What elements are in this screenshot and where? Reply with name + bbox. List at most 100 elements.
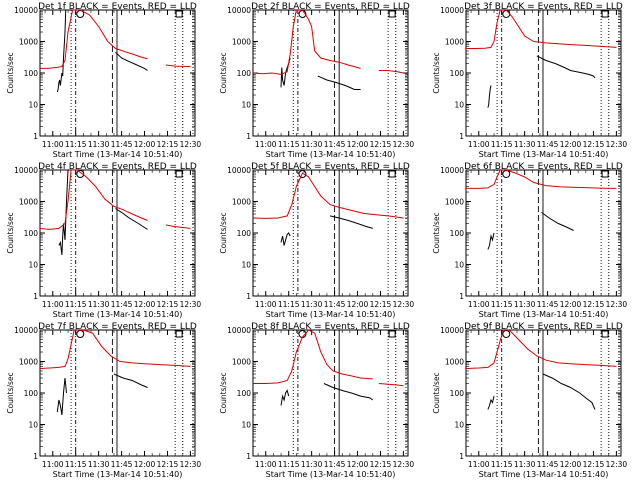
panel-det-4: Det 4f BLACK = Events, RED = LLD 1 10 100 10… xyxy=(6,162,201,319)
y-tick-label: 10 xyxy=(28,421,38,430)
y-tick-label: 1 xyxy=(246,292,251,301)
y-axis-label: Counts/sec xyxy=(432,212,441,253)
events-series-line xyxy=(56,377,67,416)
series-group xyxy=(466,330,617,410)
lld-series-line xyxy=(165,224,191,229)
panel-det-6: Det 6f BLACK = Events, RED = LLD 1 10 100 10… xyxy=(432,162,627,319)
events-series-line xyxy=(329,215,373,229)
x-axis-label: Start Time (13-Mar-14 10:51:40) xyxy=(266,470,396,479)
x-tick-label: 12:30 xyxy=(606,460,628,469)
y-tick-label: 1000 xyxy=(19,198,38,207)
y-tick-label: 100 xyxy=(237,229,252,238)
flag-circle-symbol xyxy=(298,170,307,178)
x-tick-label: 12:00 xyxy=(134,300,156,309)
x-tick-label: 11:15 xyxy=(491,460,513,469)
panel-det-7: Det 7f BLACK = Events, RED = LLD 1 10 100 10… xyxy=(6,322,201,479)
flag-square-symbol xyxy=(388,170,396,178)
x-tick-label: 11:45 xyxy=(111,140,133,149)
y-tick-label: 10 xyxy=(454,261,464,270)
y-axis-label: Counts/sec xyxy=(219,212,228,253)
y-axis-label: Counts/sec xyxy=(432,52,441,93)
x-tick-label: 11:45 xyxy=(111,460,133,469)
x-tick-label: 12:30 xyxy=(180,300,202,309)
y-tick-label: 100 xyxy=(24,389,39,398)
events-series-line xyxy=(487,232,495,250)
y-tick-label: 10000 xyxy=(227,6,251,15)
panel-title: Det 5f BLACK = Events, RED = LLD xyxy=(251,162,410,172)
x-tick-label: 12:30 xyxy=(606,300,628,309)
events-series-line xyxy=(113,373,148,388)
series-group xyxy=(466,10,617,108)
panel-det-9: Det 9f BLACK = Events, RED = LLD 1 10 100 10… xyxy=(432,322,627,479)
x-tick-label: 11:00 xyxy=(42,140,64,149)
flag-square-symbol xyxy=(175,170,183,178)
plot-frame xyxy=(465,169,622,297)
x-tick-label: 11:15 xyxy=(278,300,300,309)
lld-series-line xyxy=(40,330,191,369)
y-tick-label: 1 xyxy=(246,452,251,461)
y-tick-label: 1 xyxy=(459,452,464,461)
y-tick-label: 10 xyxy=(241,421,251,430)
x-tick-label: 11:15 xyxy=(491,300,513,309)
x-tick-label: 11:45 xyxy=(111,300,133,309)
y-tick-label: 1 xyxy=(459,132,464,141)
panel-title: Det 8f BLACK = Events, RED = LLD xyxy=(251,322,410,332)
lld-series-line xyxy=(466,170,617,189)
x-tick-label: 12:15 xyxy=(157,460,179,469)
y-axis-label: Counts/sec xyxy=(6,372,15,413)
y-tick-label: 1000 xyxy=(232,38,251,47)
y-tick-label: 1000 xyxy=(445,38,464,47)
x-tick-label: 12:15 xyxy=(583,140,605,149)
plot-frame xyxy=(252,169,409,297)
lld-series-line xyxy=(466,10,617,49)
y-tick-label: 1000 xyxy=(232,198,251,207)
x-tick-label: 12:30 xyxy=(606,140,628,149)
y-axis-label: Counts/sec xyxy=(6,52,15,93)
series-group xyxy=(40,10,191,93)
x-tick-label: 11:45 xyxy=(537,140,559,149)
x-tick-label: 12:15 xyxy=(370,460,392,469)
x-axis-label: Start Time (13-Mar-14 10:51:40) xyxy=(266,150,396,159)
x-tick-label: 11:00 xyxy=(42,460,64,469)
y-axis-label: Counts/sec xyxy=(6,212,15,253)
y-tick-label: 1 xyxy=(459,292,464,301)
y-tick-label: 1 xyxy=(33,452,38,461)
events-series-line xyxy=(536,55,596,79)
x-tick-label: 12:15 xyxy=(583,460,605,469)
series-group xyxy=(253,330,404,406)
y-tick-label: 100 xyxy=(450,229,465,238)
events-series-line xyxy=(280,389,290,406)
events-series-line xyxy=(542,373,596,410)
x-tick-label: 11:15 xyxy=(491,140,513,149)
x-tick-label: 11:30 xyxy=(514,300,536,309)
x-axis-label: Start Time (13-Mar-14 10:51:40) xyxy=(266,310,396,319)
y-tick-label: 10 xyxy=(454,101,464,110)
panel-title: Det 9f BLACK = Events, RED = LLD xyxy=(464,322,623,332)
y-tick-label: 10 xyxy=(241,101,251,110)
y-tick-label: 1 xyxy=(33,132,38,141)
events-series-line xyxy=(280,232,291,246)
events-series-line xyxy=(541,211,574,231)
series-group xyxy=(253,172,404,246)
plot-frame xyxy=(252,329,409,457)
y-tick-label: 1000 xyxy=(19,358,38,367)
flag-circle-symbol xyxy=(76,170,85,178)
panel-title: Det 1f BLACK = Events, RED = LLD xyxy=(38,2,197,12)
x-tick-label: 11:15 xyxy=(278,140,300,149)
x-tick-label: 11:00 xyxy=(255,460,277,469)
lld-series-line xyxy=(378,70,404,74)
x-tick-label: 12:00 xyxy=(347,140,369,149)
x-tick-label: 11:45 xyxy=(324,300,346,309)
y-axis-label: Counts/sec xyxy=(219,372,228,413)
x-tick-label: 12:00 xyxy=(134,140,156,149)
events-series-line xyxy=(317,75,361,90)
x-axis-label: Start Time (13-Mar-14 10:51:40) xyxy=(53,470,183,479)
y-tick-label: 1000 xyxy=(232,358,251,367)
x-tick-label: 11:15 xyxy=(65,460,87,469)
flag-square-symbol xyxy=(601,10,609,18)
x-tick-label: 11:15 xyxy=(278,460,300,469)
panel-title: Det 7f BLACK = Events, RED = LLD xyxy=(38,322,197,332)
flag-square-symbol xyxy=(388,10,396,18)
lld-series-line xyxy=(466,330,617,369)
series-group xyxy=(466,170,617,250)
